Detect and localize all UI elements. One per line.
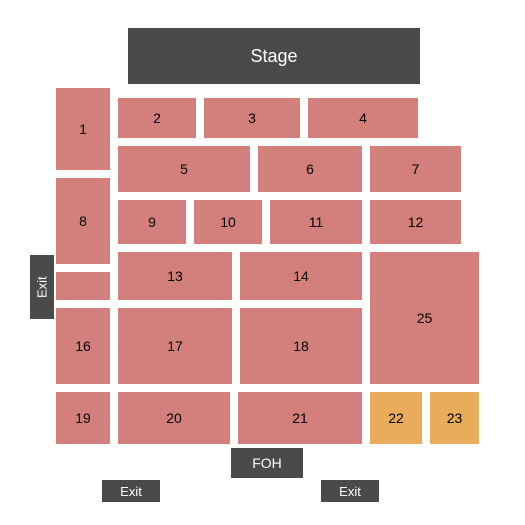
section-17[interactable]: 17 [116,306,234,386]
section-label: 10 [220,214,236,230]
section-label: 12 [408,214,424,230]
section-7[interactable]: 7 [368,144,463,194]
section-3[interactable]: 3 [202,96,302,140]
section-18[interactable]: 18 [238,306,364,386]
seating-chart: Stage 1234567891011121314251617181920212… [0,0,525,525]
stage-block: Stage [128,28,420,84]
extra-block-8-cap [54,270,112,302]
section-label: 17 [167,338,183,354]
stage-label: Stage [250,46,297,67]
exit-1: Exit [102,480,160,502]
section-1[interactable]: 1 [54,86,112,172]
section-label: 25 [417,310,433,326]
section-label: 14 [293,268,309,284]
section-10[interactable]: 10 [192,198,264,246]
section-label: 5 [180,161,188,177]
section-label: 1 [79,121,87,137]
section-9[interactable]: 9 [116,198,188,246]
section-label: 19 [75,410,91,426]
section-21[interactable]: 21 [236,390,364,446]
section-label: 9 [148,214,156,230]
section-25[interactable]: 25 [368,250,481,386]
foh-label: FOH [252,455,282,471]
section-6[interactable]: 6 [256,144,364,194]
section-label: 13 [167,268,183,284]
section-label: 6 [306,161,314,177]
section-13[interactable]: 13 [116,250,234,302]
section-label: 18 [293,338,309,354]
section-label: 7 [412,161,420,177]
section-14[interactable]: 14 [238,250,364,302]
section-label: 4 [359,110,367,126]
section-label: 23 [447,410,463,426]
section-label: 8 [79,213,87,229]
foh-block: FOH [231,448,303,478]
section-label: 21 [292,410,308,426]
section-11[interactable]: 11 [268,198,364,246]
section-12[interactable]: 12 [368,198,463,246]
section-8[interactable]: 8 [54,176,112,266]
section-label: 2 [153,110,161,126]
section-label: 3 [248,110,256,126]
section-2[interactable]: 2 [116,96,198,140]
section-5[interactable]: 5 [116,144,252,194]
section-20[interactable]: 20 [116,390,232,446]
exit-0: Exit [30,255,54,319]
section-label: 16 [75,338,91,354]
section-label: 11 [309,214,324,230]
section-19[interactable]: 19 [54,390,112,446]
section-label: 22 [388,410,404,426]
exit-2: Exit [321,480,379,502]
section-label: 20 [166,410,182,426]
section-16[interactable]: 16 [54,306,112,386]
section-4[interactable]: 4 [306,96,420,140]
section-23[interactable]: 23 [428,390,481,446]
section-22[interactable]: 22 [368,390,424,446]
